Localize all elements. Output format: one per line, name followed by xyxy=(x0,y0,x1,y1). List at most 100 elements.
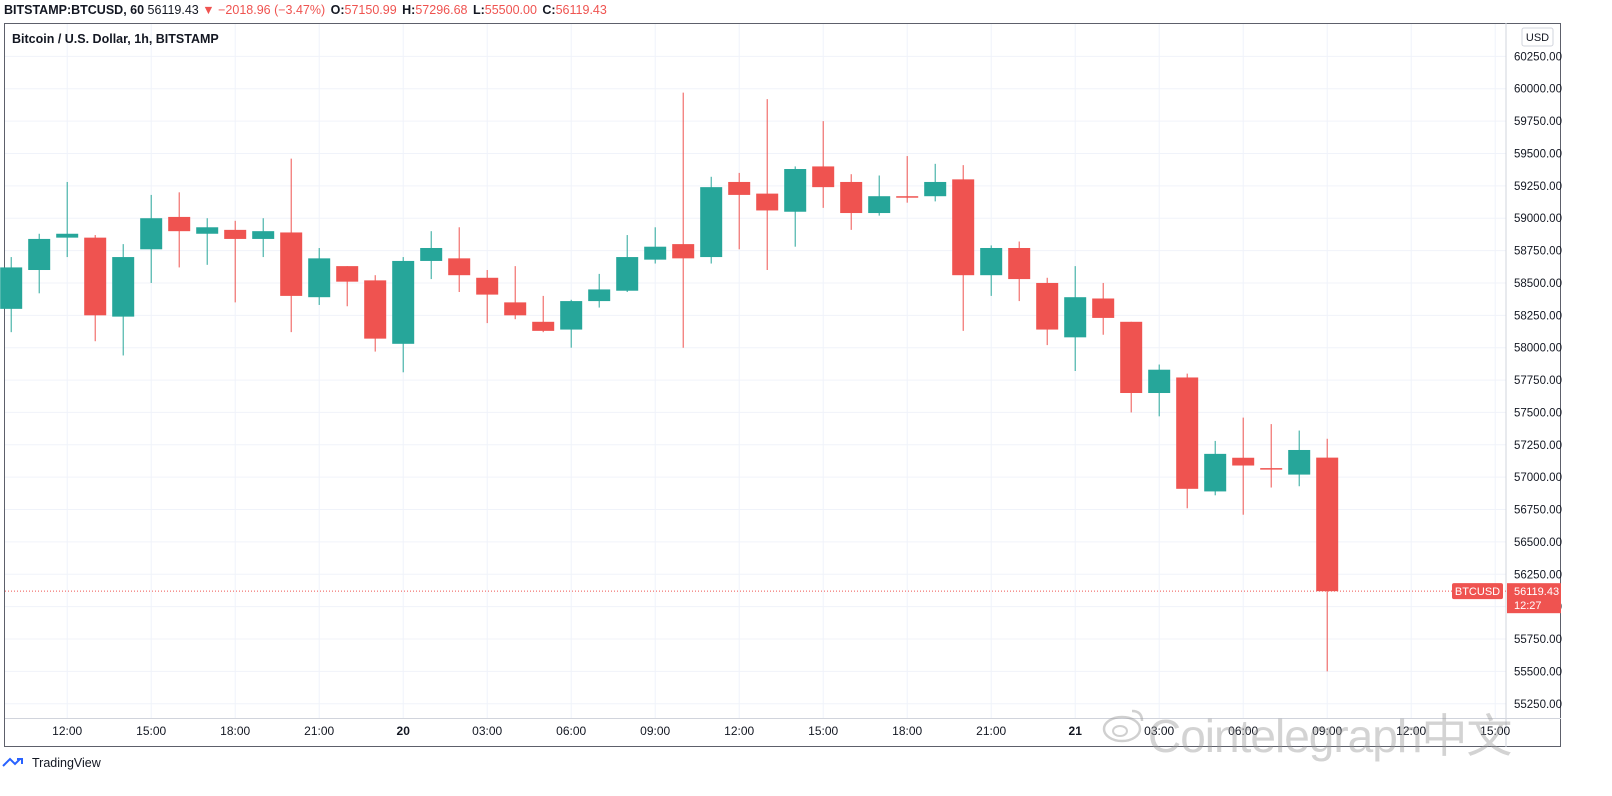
candle[interactable] xyxy=(112,244,135,356)
candle[interactable] xyxy=(224,220,247,303)
candle[interactable] xyxy=(84,235,107,342)
candle[interactable] xyxy=(952,165,975,331)
candle[interactable] xyxy=(28,233,51,294)
candle-body xyxy=(1176,377,1199,489)
footer: TradingView xyxy=(2,752,101,774)
candle[interactable] xyxy=(392,257,415,373)
candle[interactable] xyxy=(896,156,919,203)
price-tick-label: 56250.00 xyxy=(1514,569,1562,581)
candle[interactable] xyxy=(840,174,863,230)
candle[interactable] xyxy=(168,192,191,268)
candle-body xyxy=(0,267,23,309)
candle[interactable] xyxy=(1120,321,1143,413)
open-value: 57150.99 xyxy=(344,3,397,17)
time-tick-label: 03:00 xyxy=(472,724,502,738)
candle-body xyxy=(728,181,751,195)
symbol-info-bar: BITSTAMP:BTCUSD, 60 56119.43 ▼ −2018.96 … xyxy=(0,0,1612,22)
price-tick-label: 57000.00 xyxy=(1514,472,1562,484)
candle-body xyxy=(504,302,527,316)
grid-lines xyxy=(5,24,1506,718)
candle[interactable] xyxy=(756,99,779,271)
candle[interactable] xyxy=(504,266,527,320)
candle[interactable] xyxy=(588,273,611,308)
candle[interactable] xyxy=(448,227,471,293)
price-tick-label: 59250.00 xyxy=(1514,181,1562,193)
candle[interactable] xyxy=(644,227,667,264)
candle[interactable] xyxy=(476,270,499,324)
candle[interactable] xyxy=(364,275,387,352)
candle[interactable] xyxy=(1232,417,1255,515)
candle[interactable] xyxy=(1176,373,1199,509)
price-tick-label: 59750.00 xyxy=(1514,116,1562,128)
candle[interactable] xyxy=(56,181,79,258)
candle-body xyxy=(476,277,499,295)
time-tick-label: 12:00 xyxy=(724,724,754,738)
time-tick-label: 21:00 xyxy=(976,724,1006,738)
time-tick-label: 15:00 xyxy=(1480,724,1510,738)
symbol-label[interactable]: BITSTAMP:BTCUSD, 60 xyxy=(4,3,145,17)
candle-body xyxy=(1204,453,1227,492)
candle[interactable] xyxy=(924,163,947,202)
candle[interactable] xyxy=(980,245,1003,296)
candle[interactable] xyxy=(1288,430,1311,487)
candle-body xyxy=(28,238,51,271)
candle-body xyxy=(896,196,919,198)
candle[interactable] xyxy=(140,194,163,283)
candle[interactable] xyxy=(336,266,359,307)
candle[interactable] xyxy=(196,218,219,265)
candle[interactable] xyxy=(560,299,583,348)
candle[interactable] xyxy=(280,158,303,333)
candle[interactable] xyxy=(1204,440,1227,496)
candle[interactable] xyxy=(308,247,331,305)
chart-frame[interactable] xyxy=(4,23,1561,747)
price-tick-label: 60250.00 xyxy=(1514,51,1562,63)
candle[interactable] xyxy=(616,235,639,293)
candle-body xyxy=(1064,297,1087,338)
candle[interactable] xyxy=(1148,364,1171,417)
candle[interactable] xyxy=(812,121,835,208)
price-tick-label: 57500.00 xyxy=(1514,407,1562,419)
candle[interactable] xyxy=(700,176,723,264)
candle[interactable] xyxy=(784,166,807,247)
candle-body xyxy=(112,257,135,317)
price-tick-label: 59000.00 xyxy=(1514,213,1562,225)
weibo-logo-icon xyxy=(1102,709,1144,743)
candle[interactable] xyxy=(1036,277,1059,346)
last-price-label: 56119.43 xyxy=(1514,586,1559,598)
currency-badge[interactable]: USD xyxy=(1521,27,1554,47)
candle[interactable] xyxy=(1008,241,1031,302)
price-tick-label: 56500.00 xyxy=(1514,537,1562,549)
candle-body xyxy=(196,227,219,234)
candle-body xyxy=(1316,457,1339,592)
time-tick-label: 06:00 xyxy=(556,724,586,738)
candle-body xyxy=(840,181,863,214)
candle[interactable] xyxy=(1260,424,1283,488)
candle[interactable] xyxy=(252,218,275,258)
candle[interactable] xyxy=(672,92,695,348)
candle[interactable] xyxy=(1064,266,1087,371)
candle-body xyxy=(84,237,107,316)
candle-body xyxy=(588,289,611,302)
candle-body xyxy=(1036,282,1059,330)
price-tick-label: 59500.00 xyxy=(1514,148,1562,160)
candle-body xyxy=(168,216,191,232)
price-tick-label: 55750.00 xyxy=(1514,634,1562,646)
tradingview-brand[interactable]: TradingView xyxy=(32,756,101,770)
candle[interactable] xyxy=(868,175,891,216)
candle[interactable] xyxy=(1092,282,1115,335)
candle[interactable] xyxy=(532,295,555,333)
candle[interactable] xyxy=(0,257,23,333)
time-tick-label: 18:00 xyxy=(220,724,250,738)
time-tick-label: 06:00 xyxy=(1228,724,1258,738)
time-tick-label: 21:00 xyxy=(304,724,334,738)
price-tick-label: 60000.00 xyxy=(1514,84,1562,96)
candle-body xyxy=(224,229,247,239)
candle[interactable] xyxy=(1316,438,1339,672)
candle[interactable] xyxy=(728,172,751,250)
last-price-tag xyxy=(1507,583,1561,614)
high-label: H: xyxy=(402,3,416,17)
tradingview-logo-icon xyxy=(2,757,23,767)
candle-body xyxy=(812,166,835,188)
candle[interactable] xyxy=(420,231,443,280)
